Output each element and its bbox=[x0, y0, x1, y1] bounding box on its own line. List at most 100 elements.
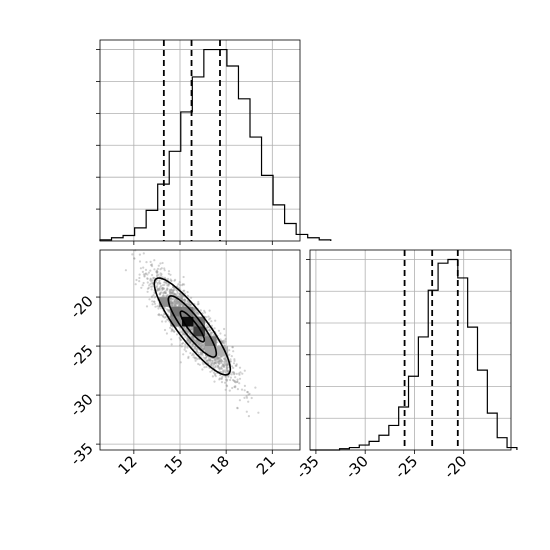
scatter-point bbox=[199, 336, 202, 339]
scatter-point bbox=[195, 310, 198, 313]
marginal-x-frame bbox=[99, 39, 301, 242]
scatter-point bbox=[159, 285, 162, 288]
scatter-point bbox=[171, 298, 174, 301]
scatter-point bbox=[224, 371, 227, 374]
scatter-point bbox=[232, 366, 235, 369]
scatter-point bbox=[179, 344, 182, 347]
scatter-point bbox=[202, 348, 205, 351]
scatter-point bbox=[197, 300, 200, 304]
scatter-point bbox=[197, 362, 200, 366]
scatter-point bbox=[210, 320, 213, 323]
scatter-point bbox=[195, 311, 198, 314]
scatter-point bbox=[180, 302, 183, 305]
scatter-point bbox=[218, 368, 221, 371]
scatter-point bbox=[178, 300, 181, 303]
scatter-point bbox=[183, 348, 186, 351]
scatter-point bbox=[182, 304, 185, 308]
scatter-point bbox=[224, 375, 227, 378]
scatter-point bbox=[146, 277, 149, 280]
scatter-point bbox=[185, 350, 188, 353]
scatter-point bbox=[193, 346, 196, 349]
scatter-point bbox=[225, 363, 228, 366]
scatter-point bbox=[225, 379, 228, 382]
scatter-point bbox=[200, 337, 203, 340]
contour-line bbox=[153, 277, 232, 376]
scatter-point bbox=[187, 356, 190, 360]
scatter-point bbox=[219, 332, 222, 335]
scatter-point bbox=[217, 361, 220, 364]
scatter-point bbox=[149, 263, 153, 267]
scatter-point bbox=[232, 350, 235, 353]
scatter-point bbox=[196, 311, 199, 314]
scatter-point bbox=[220, 366, 223, 369]
scatter-point bbox=[203, 347, 206, 350]
scatter-point bbox=[165, 332, 168, 335]
scatter-point bbox=[183, 333, 186, 336]
scatter-point bbox=[224, 357, 227, 360]
scatter-point bbox=[171, 291, 174, 294]
scatter-point bbox=[170, 297, 173, 300]
scatter-point bbox=[163, 328, 167, 332]
scatter-point bbox=[222, 341, 225, 344]
scatter-point bbox=[161, 287, 164, 290]
scatter-point bbox=[246, 391, 249, 394]
joint-ytick-label: -25 bbox=[67, 341, 97, 371]
scatter-point bbox=[217, 366, 220, 369]
scatter-point bbox=[212, 371, 215, 374]
scatter-point bbox=[213, 380, 216, 383]
scatter-point bbox=[179, 337, 182, 340]
scatter-point bbox=[179, 292, 182, 295]
joint-ytick-label: -30 bbox=[67, 390, 97, 420]
scatter-point bbox=[204, 311, 207, 314]
scatter-point bbox=[211, 331, 214, 334]
scatter-point bbox=[167, 283, 170, 286]
scatter-point bbox=[217, 357, 220, 360]
scatter-point bbox=[178, 293, 181, 296]
scatter-point bbox=[160, 313, 163, 317]
joint-xtick-label: 18 bbox=[207, 452, 233, 478]
scatter-point bbox=[228, 389, 231, 392]
scatter-point bbox=[191, 345, 194, 348]
scatter-point bbox=[146, 287, 149, 290]
scatter-point bbox=[178, 304, 181, 307]
scatter-point bbox=[158, 293, 161, 296]
scatter-point bbox=[160, 273, 163, 276]
scatter-point bbox=[163, 283, 166, 286]
scatter-point bbox=[180, 295, 183, 298]
scatter-point bbox=[201, 361, 204, 364]
scatter-point bbox=[230, 373, 233, 376]
scatter-point bbox=[179, 302, 182, 305]
scatter-point bbox=[205, 356, 208, 359]
scatter-point bbox=[215, 356, 218, 359]
scatter-point bbox=[197, 351, 200, 354]
marginal-y-xtick-label: -25 bbox=[391, 452, 421, 482]
scatter-point bbox=[191, 343, 194, 346]
scatter-point bbox=[199, 351, 202, 354]
scatter-point bbox=[197, 312, 200, 315]
scatter-point bbox=[178, 281, 181, 284]
scatter-point bbox=[196, 312, 199, 315]
scatter-point bbox=[165, 282, 168, 285]
scatter-point bbox=[190, 326, 194, 329]
scatter-point bbox=[189, 303, 192, 306]
scatter-point bbox=[189, 333, 192, 336]
scatter-point bbox=[156, 281, 159, 285]
scatter-point bbox=[197, 313, 200, 316]
scatter-point bbox=[148, 298, 151, 301]
scatter-point bbox=[200, 336, 204, 339]
scatter-point bbox=[180, 297, 183, 300]
scatter-point bbox=[164, 290, 167, 293]
marginal-x-grid bbox=[100, 40, 300, 241]
scatter-point bbox=[221, 375, 224, 378]
scatter-point bbox=[190, 327, 193, 330]
scatter-point bbox=[236, 380, 239, 383]
scatter-point bbox=[218, 356, 222, 359]
scatter-point bbox=[184, 300, 187, 303]
scatter-point bbox=[155, 286, 158, 289]
scatter-point bbox=[223, 357, 226, 360]
scatter-point bbox=[208, 309, 211, 312]
scatter-point bbox=[188, 340, 192, 344]
scatter-point bbox=[212, 363, 216, 366]
scatter-point bbox=[194, 340, 197, 343]
scatter-point bbox=[167, 284, 170, 287]
